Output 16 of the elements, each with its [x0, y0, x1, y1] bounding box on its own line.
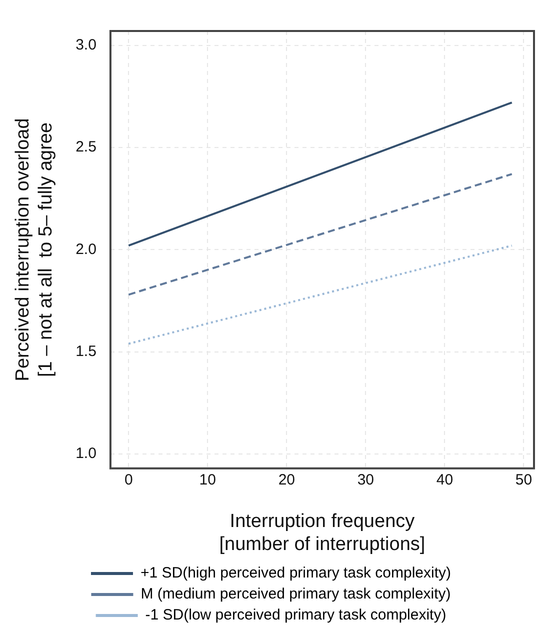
y-tick-label: 2.0: [76, 240, 96, 258]
legend-label: +1 SD(high perceived primary task complexity): [140, 564, 452, 582]
y-tick-label: 1.5: [76, 343, 96, 360]
y-axis-title: Perceived interruption overload [1 – not at all to 5– fully agree: [12, 118, 56, 382]
legend-label: M (medium perceived primary task complexity): [140, 586, 451, 603]
y-tick-label: 1.0: [76, 445, 96, 462]
x-tick-label: 10: [199, 472, 216, 489]
x-tick-label: 20: [278, 472, 296, 489]
y-tick-label: 3.0: [76, 36, 96, 54]
x-tick-label: 50: [515, 472, 532, 489]
legend-label: -1 SD(low perceived primary task complexity): [145, 606, 446, 624]
x-tick-label: 0: [124, 472, 133, 489]
y-tick-label: 2.5: [76, 138, 96, 156]
x-tick-label: 40: [436, 472, 454, 489]
x-axis-title: Interruption frequency [number of interruptions]: [219, 511, 426, 555]
x-tick-label: 30: [357, 472, 374, 489]
